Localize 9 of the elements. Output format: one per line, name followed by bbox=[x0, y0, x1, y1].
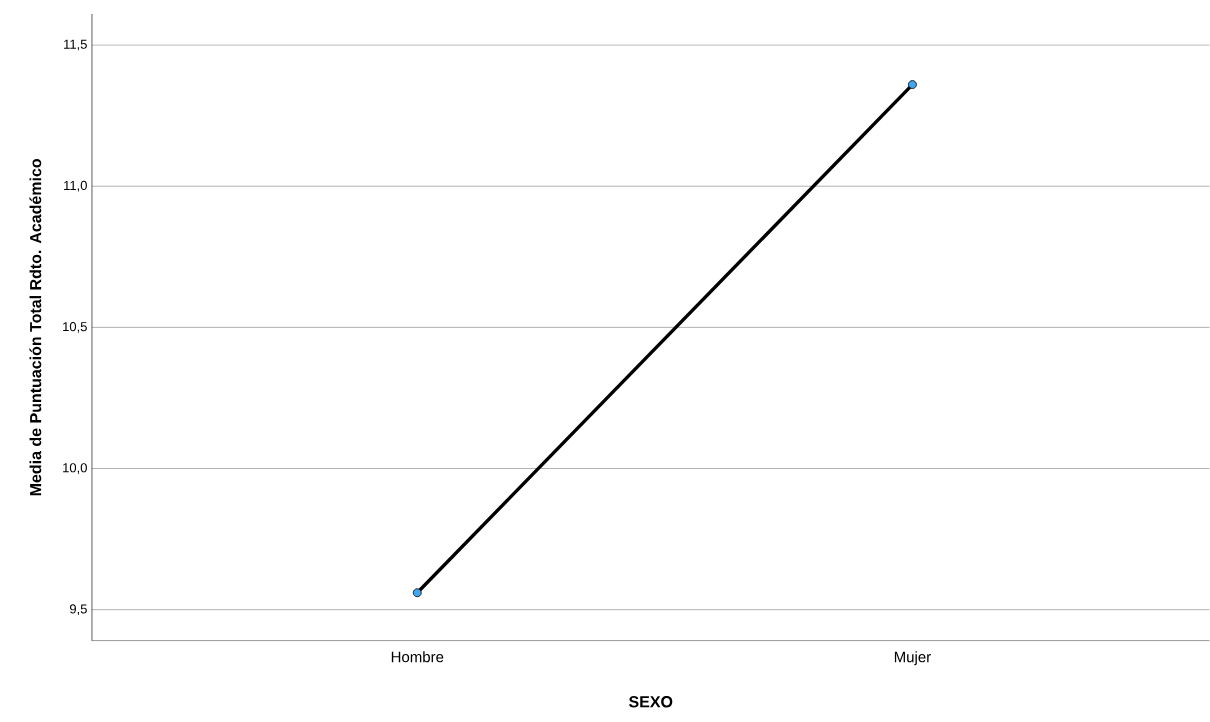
x-axis-title: SEXO bbox=[628, 696, 673, 708]
y-tick-label: 11,0 bbox=[64, 180, 87, 192]
y-tick-label: 10,5 bbox=[63, 322, 87, 333]
y-tick-label: 9,5 bbox=[69, 604, 87, 616]
y-axis-title: Media de Puntuación Total Rdto. Académico bbox=[29, 159, 42, 496]
x-tick-label: Mujer bbox=[894, 651, 931, 666]
y-tick-label: 11,5 bbox=[64, 39, 87, 51]
x-tick-label: Hombre bbox=[391, 651, 444, 663]
y-tick-label: 10,0 bbox=[63, 463, 87, 475]
